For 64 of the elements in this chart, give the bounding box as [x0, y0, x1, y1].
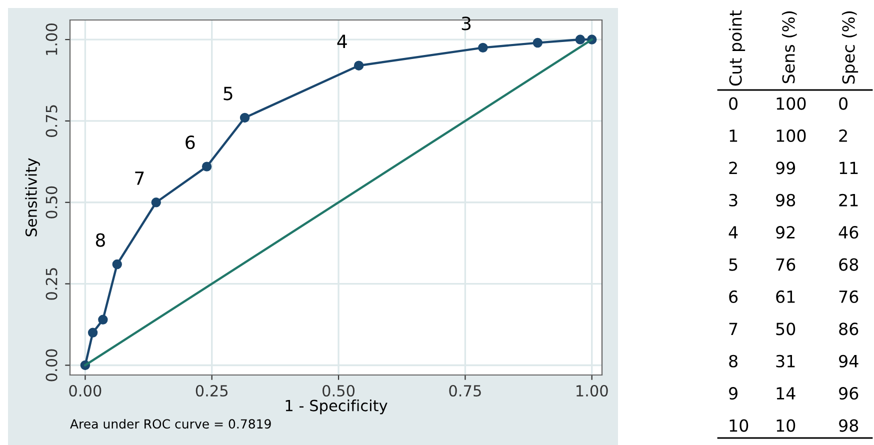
- text: 2: [729, 162, 737, 174]
- text: 8: [729, 354, 738, 368]
- text: 76: [776, 258, 796, 271]
- point: [240, 112, 250, 123]
- y-tick-label: 0.75: [46, 105, 58, 137]
- text: 31: [776, 354, 795, 368]
- text: Area under ROC curve = 0.7819: [70, 418, 271, 429]
- annotation: 7: [135, 172, 144, 185]
- point: [112, 259, 122, 270]
- y-tick-label: 0.25: [46, 268, 58, 300]
- point: [98, 314, 108, 324]
- annotation: 6: [186, 136, 195, 150]
- text: 7: [729, 322, 738, 335]
- text: 50: [776, 322, 796, 336]
- point: [88, 328, 98, 338]
- point: [575, 34, 586, 44]
- text: 10: [776, 419, 796, 432]
- point: [478, 42, 488, 53]
- x-axis-title: 1 - Specificity: [286, 400, 388, 414]
- x-tick-label: 0.75: [449, 384, 481, 397]
- point: [202, 162, 212, 172]
- text: 10: [730, 419, 748, 432]
- annotation: 8: [96, 233, 105, 247]
- text: 21: [839, 194, 858, 206]
- text: 100: [776, 97, 806, 110]
- text: Spec (%): [842, 11, 858, 84]
- annotation: 5: [224, 86, 232, 100]
- text: 4: [728, 226, 738, 238]
- point: [354, 60, 364, 70]
- y-axis-title: Sensitivity: [25, 158, 40, 236]
- text: 3: [729, 194, 738, 206]
- text: 92: [776, 226, 795, 239]
- text: 46: [838, 226, 858, 239]
- text: Sens (%): [782, 11, 797, 84]
- text: 6: [729, 290, 738, 304]
- text: 86: [839, 322, 858, 336]
- point: [532, 38, 543, 48]
- text: 94: [839, 354, 858, 368]
- x-tick-label: 0.00: [69, 384, 102, 397]
- text: Cut point: [728, 10, 746, 86]
- y-tick-label: 1.00: [46, 24, 58, 55]
- point: [151, 198, 161, 208]
- text: 14: [776, 387, 796, 400]
- text: 100: [776, 129, 806, 142]
- text: 0: [839, 97, 848, 110]
- x-tick-label: 1.00: [576, 384, 608, 397]
- annotation: 4: [337, 34, 347, 48]
- text: 98: [776, 194, 796, 206]
- text: 61: [776, 290, 795, 304]
- text: 96: [839, 387, 858, 400]
- text: 76: [839, 290, 858, 304]
- text: 0: [729, 97, 738, 110]
- text: 98: [839, 419, 858, 432]
- text: 5: [729, 258, 738, 271]
- text: 1: [730, 130, 738, 142]
- text: 2: [839, 129, 847, 142]
- text: 9: [729, 387, 738, 400]
- text: 11: [840, 162, 858, 174]
- annotation: 3: [462, 16, 471, 30]
- text: 99: [776, 162, 796, 174]
- y-tick-label: 0.50: [46, 186, 58, 218]
- x-tick-label: 0.25: [196, 384, 228, 397]
- text: 68: [839, 258, 858, 271]
- x-tick-label: 0.50: [322, 384, 355, 397]
